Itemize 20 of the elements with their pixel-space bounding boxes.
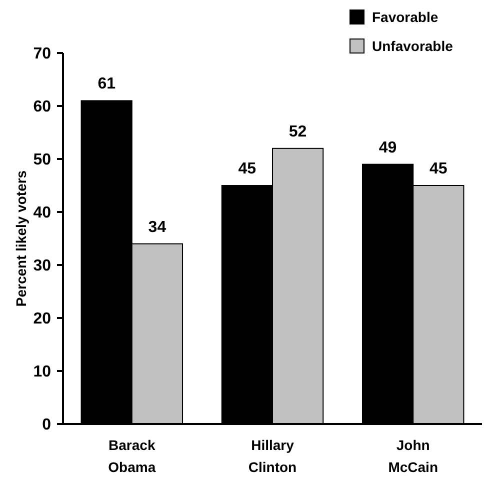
legend-label: Unfavorable <box>372 38 454 54</box>
x-tick-label: John McCain <box>388 437 438 475</box>
y-axis-title: Percent likely voters <box>13 170 29 307</box>
y-tick-label: 0 <box>42 416 52 434</box>
y-tick-label: 20 <box>33 310 52 328</box>
y-tick-label: 50 <box>33 152 52 169</box>
data-label: 52 <box>288 123 307 140</box>
y-tick-label: 60 <box>33 98 52 116</box>
x-tick-label: Hillary Clinton <box>248 437 297 475</box>
data-label: 49 <box>378 139 397 156</box>
x-tick-label: Barack Obama <box>108 437 156 475</box>
data-label: 34 <box>148 218 166 236</box>
y-tick-label: 30 <box>33 258 52 275</box>
data-label: 45 <box>430 160 448 178</box>
y-tick-label: 10 <box>33 364 52 381</box>
data-label: 61 <box>98 76 116 93</box>
data-label: 45 <box>238 160 256 178</box>
y-tick-label: 40 <box>33 204 52 222</box>
y-tick-label: 70 <box>33 46 52 63</box>
legend-label: Favorable <box>372 8 438 25</box>
